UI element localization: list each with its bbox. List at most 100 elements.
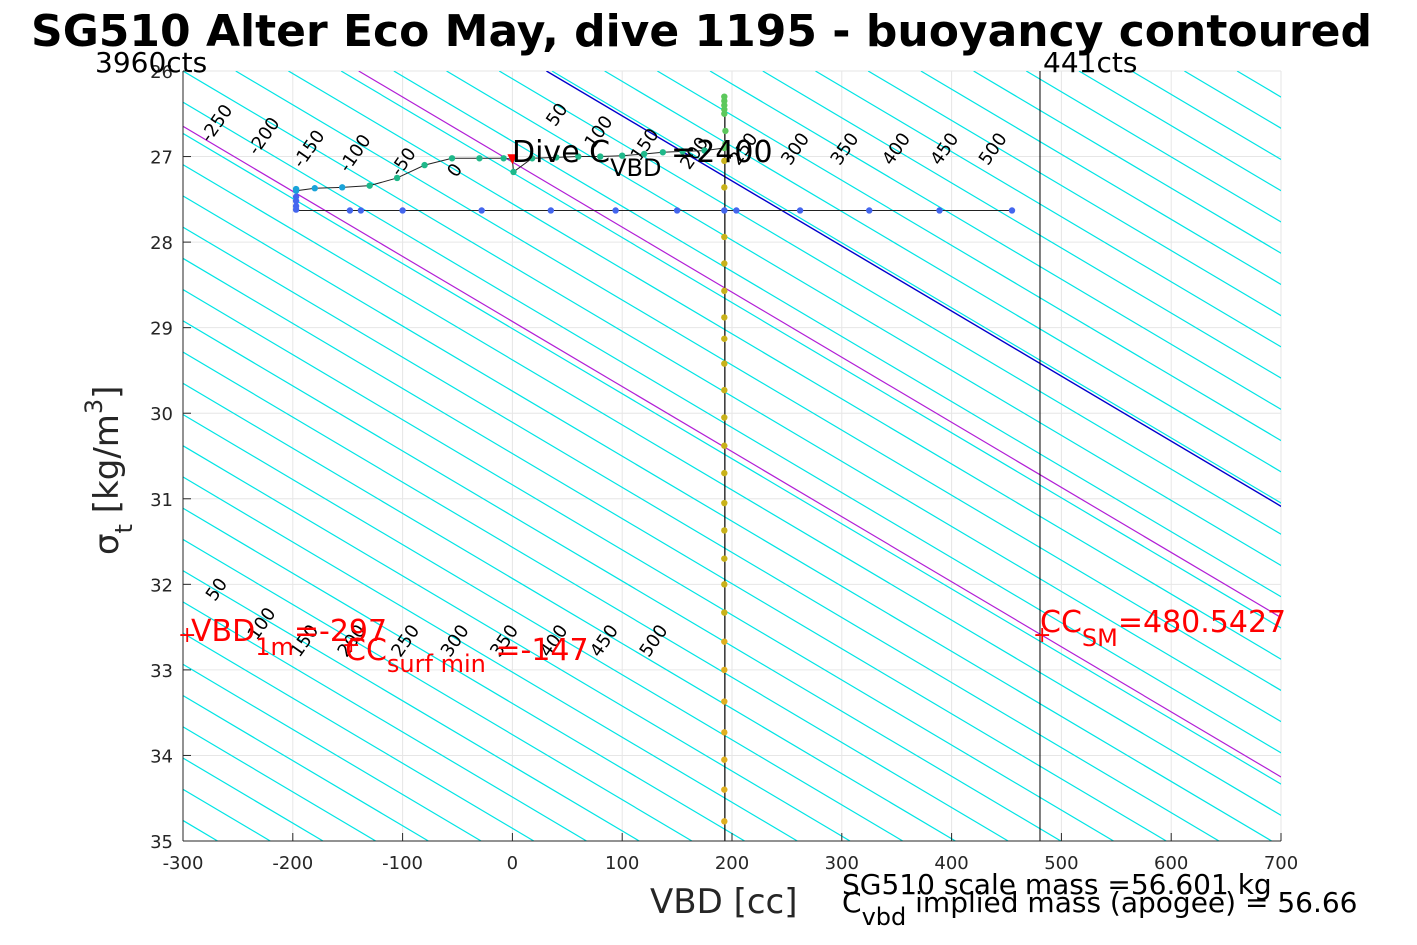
contour-line	[183, 382, 956, 841]
contour-line	[709, 71, 1281, 411]
annotation-cc-surf-min: + CCsurf min =-147	[342, 633, 589, 678]
contour-zero-line	[546, 71, 1281, 508]
corner-label-right: 441cts	[1043, 46, 1137, 79]
data-point-deep	[721, 314, 728, 321]
data-point-dive	[721, 110, 728, 117]
contour-line	[183, 632, 535, 841]
implied-pre: C	[842, 886, 862, 919]
y-tick-label: 26	[150, 62, 173, 83]
contour-line	[551, 71, 1281, 504]
data-point-deep	[721, 666, 728, 674]
cc-surf-min-sub: surf min	[387, 650, 486, 678]
svg-text:VBD1m=-297: VBD1m=-297	[191, 614, 387, 661]
data-point-deep	[721, 360, 728, 367]
contour-line	[0, 71, 165, 841]
data-point-dive	[500, 155, 507, 162]
annotation-dive-c: Dive CVBD =2400	[512, 135, 773, 182]
data-point-dive	[311, 185, 318, 192]
contour-line	[183, 226, 1220, 841]
x-tick-label: 0	[507, 853, 518, 874]
data-point-dive	[722, 127, 729, 135]
contour-line	[183, 663, 482, 841]
y-tick-label: 31	[150, 490, 173, 511]
contour-line	[183, 257, 1167, 841]
contour-line	[183, 163, 1281, 816]
data-point-climb	[866, 207, 873, 214]
vbd-1m-marker: +	[178, 623, 196, 648]
cc-surf-min-marker: +	[342, 633, 360, 658]
data-point-dive	[722, 140, 729, 147]
contour-line	[867, 71, 1281, 317]
data-point-deep	[721, 157, 728, 165]
svg-text:CCsurf min =-147: CCsurf min =-147	[345, 633, 589, 678]
data-point-deep	[721, 469, 728, 477]
y-label-main: σ	[87, 533, 127, 555]
contour-line	[183, 320, 1062, 841]
data-point-climb	[357, 207, 365, 214]
data-point-deep	[721, 233, 728, 241]
y-label-unit-post: ]	[87, 386, 127, 399]
footer-scale-mass: SG510 scale mass =56.601 kg	[842, 868, 1272, 901]
data-point-dive	[393, 174, 401, 182]
svg-text:σt [kg/m3]: σt [kg/m3]	[80, 386, 138, 555]
x-tick-label: 600	[1154, 853, 1188, 874]
data-point-climb	[399, 207, 406, 214]
svg-text:CCSM=480.5427: CCSM=480.5427	[1040, 605, 1286, 652]
data-point-dive	[659, 149, 667, 156]
contour-line	[815, 71, 1281, 348]
contour-line	[183, 538, 693, 841]
contour-line	[183, 507, 745, 841]
data-point-climb	[721, 207, 728, 214]
y-tick-label: 27	[150, 148, 173, 169]
data-point-dive	[597, 153, 604, 160]
contour-line	[446, 71, 1281, 567]
data-point-deep	[721, 335, 728, 342]
x-tick-label: 700	[1264, 853, 1298, 874]
y-tick-label: 34	[150, 746, 173, 767]
data-point-dive	[292, 187, 300, 194]
vertical-lines	[724, 71, 1041, 841]
contour-line	[604, 71, 1281, 473]
y-tick-label: 35	[150, 832, 173, 853]
y-tick-label: 33	[150, 661, 173, 682]
contour-magenta-line	[358, 71, 1281, 619]
y-tick-label: 29	[150, 319, 173, 340]
data-point-dive	[701, 147, 708, 154]
contour-line	[1025, 71, 1281, 223]
cc-sm-pre: CC	[1040, 605, 1082, 640]
data-point-deep	[721, 818, 728, 825]
data-point-deep	[721, 414, 728, 421]
contour-line	[183, 351, 1009, 841]
contour-line	[183, 445, 851, 841]
data-point-deep	[721, 287, 728, 295]
data-point-deep	[721, 386, 728, 394]
contour-line	[340, 71, 1281, 629]
annotation-cc-sm: + CCSM=480.5427	[1033, 605, 1286, 652]
data-point-deep	[721, 499, 728, 507]
cc-surf-min-post: =-147	[486, 633, 589, 668]
data-point-deep	[721, 184, 728, 191]
contour-line	[288, 71, 1281, 660]
cc-surf-min-pre: CC	[345, 633, 387, 668]
data-point-deep	[721, 729, 728, 736]
data-point-dive	[679, 148, 686, 155]
grid	[182, 70, 1282, 842]
data-point-climb	[292, 202, 300, 210]
contour-line	[393, 71, 1281, 598]
contour-line	[498, 71, 1281, 535]
y-tick-label: 32	[150, 575, 173, 596]
implied-sub: vbd	[862, 903, 907, 931]
dive-c-marker	[507, 154, 518, 165]
data-point-climb	[478, 207, 485, 214]
dive-c-sub: VBD	[610, 154, 661, 182]
y-label-unit-sup: 3	[80, 399, 108, 414]
data-point-deep	[721, 581, 728, 588]
data-point-deep	[721, 527, 728, 534]
tick-labels: -300 -200 -100 0 100 200 300 400 500 600 700 26 27 28…	[150, 62, 1298, 874]
data-point-dive	[510, 168, 517, 176]
svg-text:Dive CVBD =2400: Dive CVBD =2400	[512, 135, 773, 182]
x-tick-label: 500	[1044, 853, 1078, 874]
contour-magenta-line	[183, 125, 1281, 778]
contour-line	[183, 71, 1281, 723]
contour-line	[183, 569, 640, 841]
